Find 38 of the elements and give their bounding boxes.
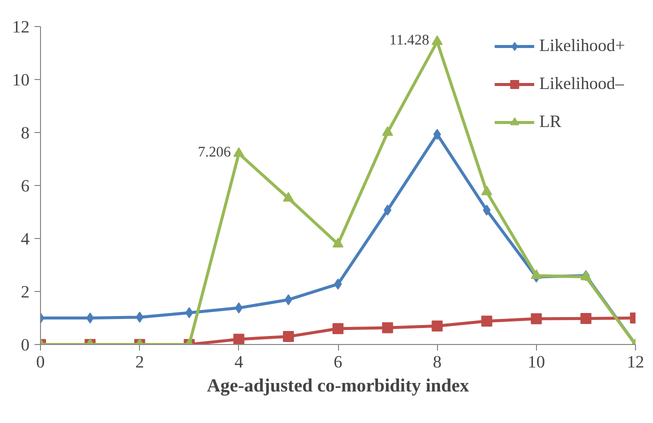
point <box>332 323 344 334</box>
point <box>382 126 394 136</box>
x-tick-label: 12 <box>626 352 644 372</box>
x-tick-label: 2 <box>135 352 144 372</box>
y-tick-label: 0 <box>20 336 30 354</box>
point <box>332 238 344 248</box>
point <box>282 331 294 342</box>
y-tick-label: 4 <box>20 230 30 248</box>
point <box>282 192 294 202</box>
x-tick-label: 0 <box>36 352 45 372</box>
annotation: 11.428 <box>389 32 430 49</box>
point <box>432 320 443 332</box>
annotation: 7.206 <box>198 144 231 161</box>
point <box>432 35 443 46</box>
point <box>580 313 592 324</box>
point <box>481 316 492 327</box>
y-tick-label: 12 <box>12 18 30 36</box>
point <box>382 322 394 334</box>
point <box>185 307 194 318</box>
legend-label: Likelihood+ <box>539 36 625 56</box>
point <box>86 312 94 324</box>
point <box>233 147 244 157</box>
x-tick-label: 4 <box>234 352 244 372</box>
y-tick-label: 8 <box>20 124 30 142</box>
y-tick-label: 10 <box>12 70 30 90</box>
point <box>530 313 542 324</box>
point <box>481 186 492 196</box>
point <box>530 269 542 279</box>
x-tick-label: 10 <box>528 352 545 372</box>
y-tick-label: 2 <box>20 282 30 302</box>
point <box>482 204 491 216</box>
legend-label: LR <box>539 112 562 132</box>
x-tick-label: 6 <box>334 352 343 372</box>
point <box>233 334 244 344</box>
legend-label: Likelihood– <box>539 74 624 94</box>
x-axis-title: Age-adjusted co-morbidity index <box>206 376 470 396</box>
x-tick-label: 8 <box>432 352 442 372</box>
y-tick-label: 6 <box>20 176 30 196</box>
